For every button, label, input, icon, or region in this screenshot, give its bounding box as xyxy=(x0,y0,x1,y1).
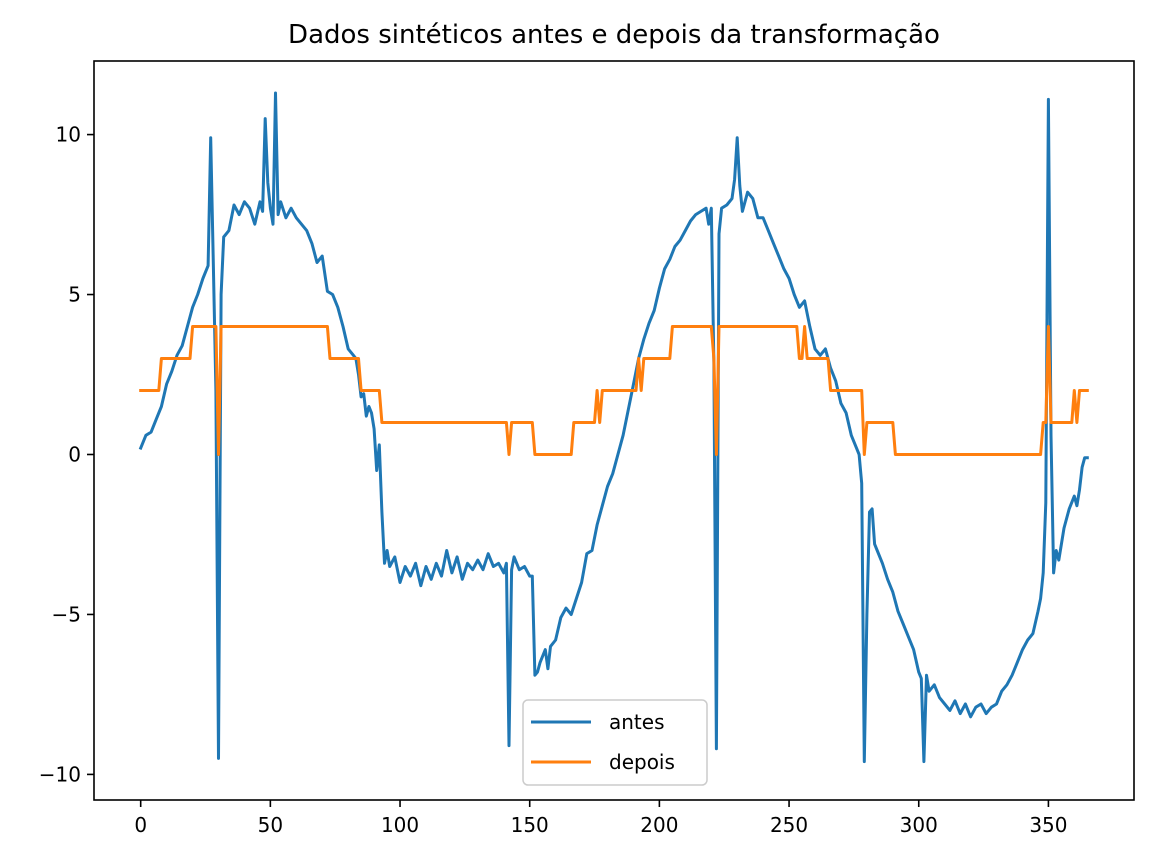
x-axis: 0 50 100 150 200 250 300 350 xyxy=(134,800,1068,837)
series-line-antes xyxy=(138,91,1089,764)
y-tick-label: −10 xyxy=(39,762,81,786)
x-tick-label: 350 xyxy=(1029,813,1067,837)
chart-title: Dados sintéticos antes e depois da trans… xyxy=(288,20,940,50)
y-axis: −10 −5 0 5 10 xyxy=(39,123,94,786)
series-line-depois xyxy=(139,325,1089,456)
x-tick-label: 250 xyxy=(770,813,808,837)
legend-label-antes: antes xyxy=(609,710,665,734)
x-tick-label: 0 xyxy=(134,813,147,837)
x-tick-label: 100 xyxy=(381,813,419,837)
legend-label-depois: depois xyxy=(609,750,675,774)
y-tick-label: −5 xyxy=(52,602,81,626)
series-layer xyxy=(138,91,1089,764)
y-tick-label: 0 xyxy=(68,442,81,466)
y-tick-label: 10 xyxy=(56,123,81,147)
plot-frame xyxy=(93,60,1135,801)
y-tick-label: 5 xyxy=(68,283,81,307)
plot-area xyxy=(94,61,1134,800)
x-tick-label: 200 xyxy=(640,813,678,837)
x-tick-label: 150 xyxy=(511,813,549,837)
x-tick-label: 50 xyxy=(258,813,283,837)
legend: antes depois xyxy=(522,699,708,786)
x-tick-label: 300 xyxy=(900,813,938,837)
